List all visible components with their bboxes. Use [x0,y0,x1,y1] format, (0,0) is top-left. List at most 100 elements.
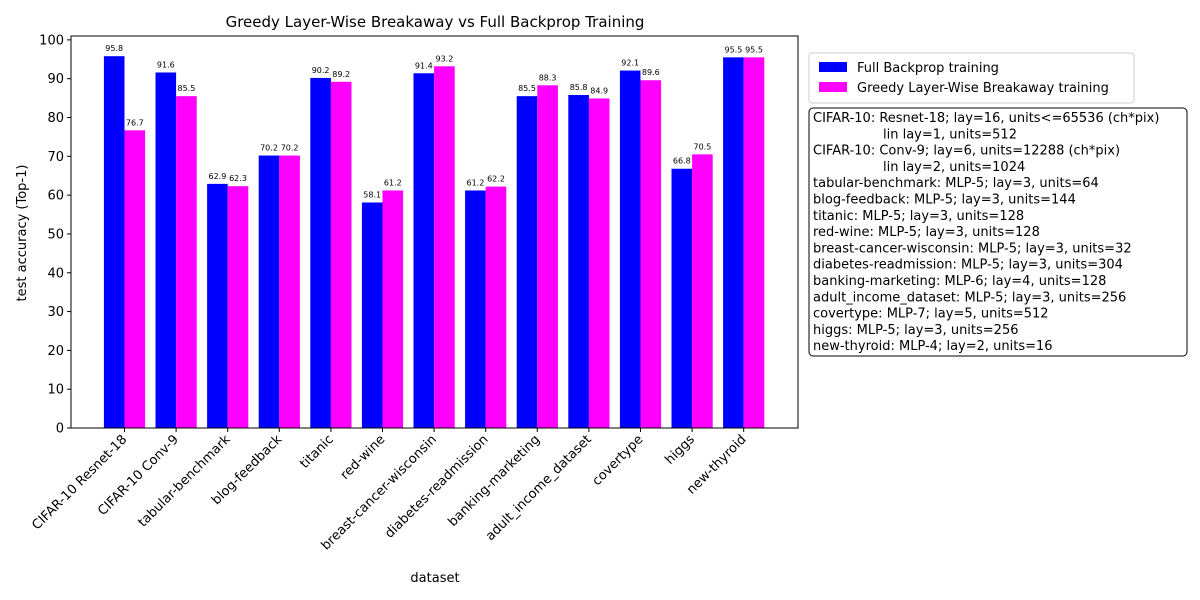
data-label-full-backprop-3: 70.2 [260,144,278,153]
info-line: lin lay=2, units=1024 [883,160,1025,175]
data-label-greedy-breakaway-6: 93.2 [435,54,453,63]
y-tick-label: 100 [39,33,64,48]
data-label-greedy-breakaway-5: 61.2 [384,178,402,187]
y-tick-label: 10 [47,383,64,398]
info-line: red-wine: MLP-5; lay=3, units=128 [813,225,1040,240]
data-label-greedy-breakaway-3: 70.2 [281,144,299,153]
data-label-full-backprop-1: 91.6 [157,60,175,69]
bar-full-backprop-2 [207,183,228,428]
data-label-full-backprop-4: 90.2 [312,66,330,75]
bar-full-backprop-8 [516,96,538,428]
data-label-greedy-breakaway-7: 62.2 [487,175,505,184]
info-line: CIFAR-10: Resnet-18; lay=16, units<=6553… [813,111,1159,126]
bar-greedy-breakaway-12 [743,57,765,429]
data-label-greedy-breakaway-8: 88.3 [539,73,557,82]
data-label-greedy-breakaway-0: 76.7 [126,118,144,127]
legend-swatch [819,82,847,92]
y-axis: 0 10 20 30 40 50 60 70 80 90 100 [39,33,71,437]
data-label-greedy-breakaway-4: 89.2 [332,70,350,79]
x-tick-label: tabular-benchmark [135,432,233,530]
bar-full-backprop-0 [103,56,125,428]
y-tick-label: 40 [47,266,64,281]
bar-full-backprop-4 [310,77,331,428]
x-tick-label: titanic [297,432,336,471]
info-box: CIFAR-10: Resnet-18; lay=16, units<=6553… [808,107,1188,357]
info-line: CIFAR-10: Conv-9; lay=6, units=12288 (ch… [813,144,1120,159]
x-axis-label: dataset [410,571,459,586]
data-label-full-backprop-10: 92.1 [621,59,639,68]
bar-greedy-breakaway-0 [124,130,146,428]
bar-greedy-breakaway-11 [692,154,713,429]
x-tick-label: CIFAR-10 Resnet-18 [29,432,130,533]
info-line: blog-feedback: MLP-5; lay=3, units=144 [813,193,1076,208]
data-label-full-backprop-8: 85.5 [518,84,536,93]
data-label-greedy-breakaway-1: 85.5 [177,84,195,93]
data-label-full-backprop-7: 61.2 [466,178,484,187]
data-label-full-backprop-0: 95.8 [105,44,123,53]
bar-full-backprop-3 [258,155,280,428]
info-line: lin lay=1, units=512 [883,127,1017,142]
y-tick-label: 60 [47,189,64,204]
bar-greedy-breakaway-5 [382,190,404,428]
y-tick-label: 50 [47,227,64,242]
bar-full-backprop-5 [361,202,383,428]
data-label-full-backprop-9: 85.8 [570,83,588,92]
y-tick-label: 80 [47,111,64,126]
x-tick-label: higgs [662,432,698,468]
info-line: tabular-benchmark: MLP-5; lay=3, units=6… [813,176,1099,191]
chart-title: Greedy Layer-Wise Breakaway vs Full Back… [226,13,645,31]
bar-greedy-breakaway-1 [176,96,197,428]
info-line: banking-marketing: MLP-6; lay=4, units=1… [813,274,1106,289]
bar-greedy-breakaway-8 [537,85,558,429]
y-tick-label: 30 [47,305,64,320]
data-label-full-backprop-5: 58.1 [363,191,381,200]
y-tick-label: 20 [47,344,64,359]
info-line: titanic: MLP-5; lay=3, units=128 [813,209,1024,224]
legend-frame [808,52,1135,104]
bar-greedy-breakaway-2 [227,186,249,428]
data-labels-layer: 95.8 91.6 62.9 70.2 90.2 58.1 91.4 61.2 85.5 85.8… [105,44,763,199]
bar-full-backprop-11 [671,168,693,428]
bar-full-backprop-10 [619,70,641,428]
data-label-greedy-breakaway-11: 70.5 [693,142,711,151]
info-line: new-thyroid: MLP-4; lay=2, units=16 [813,339,1053,354]
info-line: breast-cancer-wisconsin: MLP-5; lay=3, u… [813,241,1132,256]
info-box-frame [808,107,1188,357]
x-tick-label: banking-marketing [446,432,544,530]
x-tick-label: adult_income_dataset [483,432,595,544]
data-label-greedy-breakaway-2: 62.3 [229,174,247,183]
bar-full-backprop-12 [723,57,744,429]
legend-label: Full Backprop training [857,61,999,76]
bar-greedy-breakaway-4 [330,81,352,428]
y-axis-label: test accuracy (Top-1) [15,165,30,302]
data-label-greedy-breakaway-10: 89.6 [642,68,660,77]
x-tick-label: diabetes-readmission [382,432,491,541]
data-label-greedy-breakaway-12: 95.5 [745,45,763,54]
bar-full-backprop-1 [155,72,177,429]
legend-label: Greedy Layer-Wise Breakaway training [857,81,1109,96]
y-tick-label: 90 [47,72,64,87]
y-tick-label: 0 [56,422,64,437]
info-line: higgs: MLP-5; lay=3, units=256 [813,323,1019,338]
x-tick-label: red-wine [338,432,389,483]
data-label-full-backprop-2: 62.9 [208,172,226,181]
data-label-full-backprop-12: 95.5 [724,45,742,54]
bars-layer [103,56,765,429]
data-label-full-backprop-6: 91.4 [415,61,433,70]
bar-greedy-breakaway-10 [640,80,662,428]
bar-greedy-breakaway-7 [485,186,507,428]
legend: Full Backprop training Greedy Layer-Wise … [808,52,1135,104]
info-line: adult_income_dataset: MLP-5; lay=3, unit… [813,290,1126,305]
y-tick-label: 70 [47,150,64,165]
info-line: diabetes-readmission: MLP-5; lay=3, unit… [813,258,1123,273]
bar-greedy-breakaway-9 [588,98,610,429]
data-label-greedy-breakaway-9: 84.9 [590,86,608,95]
bar-full-backprop-7 [465,190,486,428]
info-line: covertype: MLP-7; lay=5, units=512 [813,307,1049,322]
x-tick-label: covertype [590,432,647,489]
bar-full-backprop-9 [568,94,589,429]
legend-swatch [819,62,847,72]
bar-greedy-breakaway-6 [434,66,455,429]
